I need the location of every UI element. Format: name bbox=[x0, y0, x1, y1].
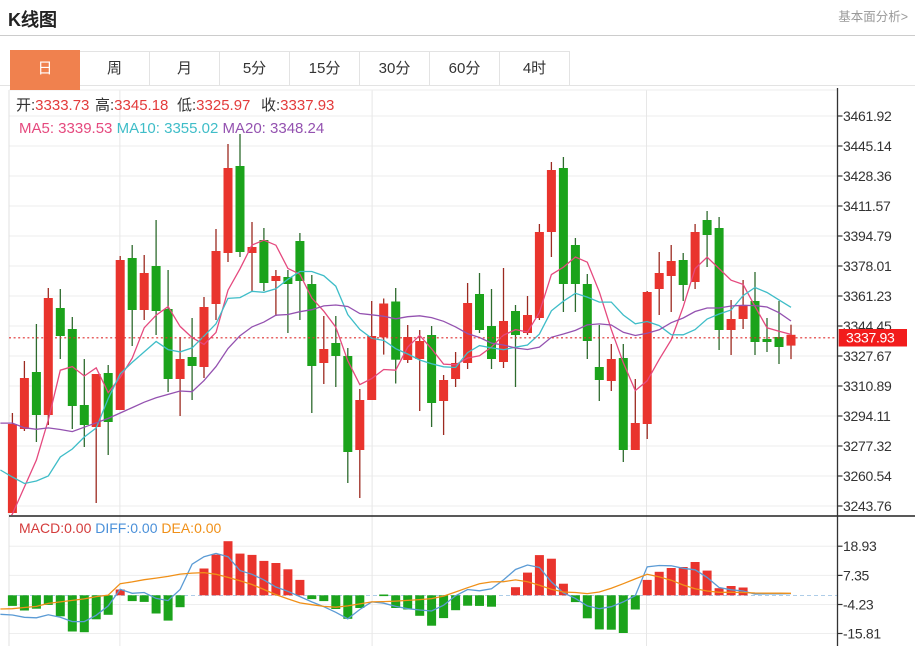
svg-text:3428.36: 3428.36 bbox=[843, 168, 892, 184]
svg-text:7.35: 7.35 bbox=[843, 567, 870, 583]
svg-text:3243.76: 3243.76 bbox=[843, 498, 892, 514]
svg-text:3277.32: 3277.32 bbox=[843, 438, 892, 454]
svg-text:开:3333.73高:3345.18低:3325.97收:3: 开:3333.73 高:3345.18 低:3325.97 收:3337.93 bbox=[16, 97, 334, 114]
svg-text:3294.11: 3294.11 bbox=[843, 408, 891, 424]
svg-text:MA5: 3339.53 MA10: 3355.02 M: MA5: 3339.53 MA10: 3355.02 MA20: 3348.24 bbox=[19, 120, 324, 137]
svg-text:3461.92: 3461.92 bbox=[843, 108, 892, 124]
svg-text:3445.14: 3445.14 bbox=[843, 138, 892, 154]
svg-text:3394.79: 3394.79 bbox=[843, 228, 892, 244]
svg-text:MACD:0.00 DIFF:0.00 DEA:0.00: MACD:0.00 DIFF:0.00 DEA:0.00 bbox=[19, 520, 222, 536]
svg-text:-15.81: -15.81 bbox=[843, 626, 881, 642]
svg-text:3361.23: 3361.23 bbox=[843, 288, 892, 304]
svg-text:3310.89: 3310.89 bbox=[843, 378, 892, 394]
svg-text:3378.01: 3378.01 bbox=[843, 258, 892, 274]
svg-text:3327.67: 3327.67 bbox=[843, 348, 892, 364]
svg-text:3411.57: 3411.57 bbox=[843, 198, 891, 214]
svg-text:3337.93: 3337.93 bbox=[846, 330, 895, 346]
svg-text:18.93: 18.93 bbox=[843, 538, 877, 554]
svg-text:3260.54: 3260.54 bbox=[843, 468, 892, 484]
svg-text:-4.23: -4.23 bbox=[843, 597, 874, 613]
